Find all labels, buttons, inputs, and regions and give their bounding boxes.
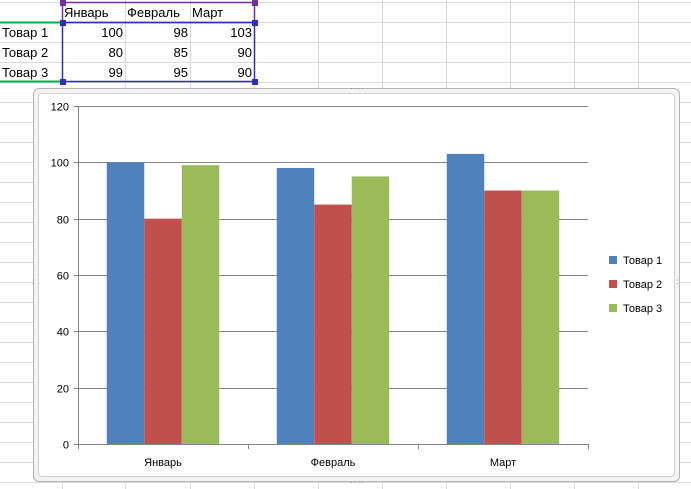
legend-label: Товар 3 [623,303,662,315]
y-tick-label: 60 [57,271,69,283]
y-tick-label: 0 [63,440,69,452]
category-range-handle-top-right[interactable] [252,0,258,6]
header-cell-february[interactable]: Февраль [127,5,180,20]
x-tick-label: Январь [144,457,182,469]
value-cell[interactable]: 99 [108,65,123,80]
header-cell-january[interactable]: Январь [64,5,109,20]
x-axis-tick-labels: Январь Февраль Март [144,457,516,469]
bar[interactable] [106,162,145,444]
value-cell[interactable]: 95 [173,65,188,80]
legend[interactable]: Товар 1 Товар 2 Товар 3 [609,255,662,315]
bar[interactable] [144,218,182,444]
header-cell-march[interactable]: Март [192,5,224,20]
data-range-outline [61,21,256,83]
value-cell[interactable]: 85 [173,45,188,60]
chart-resize-grip-bottom[interactable]: ···· [350,478,365,487]
chart-resize-grip-right[interactable]: : [676,277,680,286]
data-range-handle-bottom-right[interactable] [252,79,258,85]
bar[interactable] [484,190,522,445]
column-chart[interactable]: 0 20 40 60 80 100 120 Январь Февраль Март Товар … [33,88,680,482]
value-cell[interactable]: 98 [173,25,188,40]
bar[interactable] [181,165,220,444]
legend-swatch [609,280,617,288]
value-cell[interactable]: 90 [237,65,252,80]
row-label-cell[interactable]: Товар 2 [2,45,49,60]
legend-label: Товар 2 [623,279,662,291]
legend-label: Товар 1 [623,255,662,267]
bar[interactable] [314,204,352,444]
bar[interactable] [521,190,560,445]
y-tick-label: 20 [57,384,69,396]
value-cell[interactable]: 100 [101,25,123,40]
data-range-handle-top-left[interactable] [60,20,66,26]
plot-axes [78,106,589,449]
value-cell[interactable]: 103 [230,25,252,40]
y-tick-label: 120 [51,102,69,114]
y-axis-tick-labels: 0 20 40 60 80 100 120 [51,102,69,452]
row-label-cell[interactable]: Товар 1 [2,25,49,40]
bar[interactable] [276,167,315,444]
value-cell[interactable]: 80 [108,45,123,60]
chart-resize-grip-top[interactable]: ···· [350,84,365,93]
data-range-handle-bottom-left[interactable] [60,79,66,85]
y-tick-label: 80 [57,215,69,227]
bar[interactable] [351,176,390,444]
legend-swatch [609,256,617,264]
category-range-handle-top-left[interactable] [60,0,66,6]
legend-swatch [609,304,617,312]
row-label-cell[interactable]: Товар 3 [2,65,49,80]
x-tick-label: Февраль [311,457,356,469]
bar[interactable] [446,153,485,444]
y-tick-label: 100 [51,158,69,170]
data-range-handle-top-right[interactable] [252,20,258,26]
plot-bars[interactable] [106,153,560,445]
x-tick-label: Март [490,457,516,469]
chart-resize-grip-left[interactable]: : [32,277,36,286]
y-tick-label: 40 [57,327,69,339]
value-cell[interactable]: 90 [237,45,252,60]
